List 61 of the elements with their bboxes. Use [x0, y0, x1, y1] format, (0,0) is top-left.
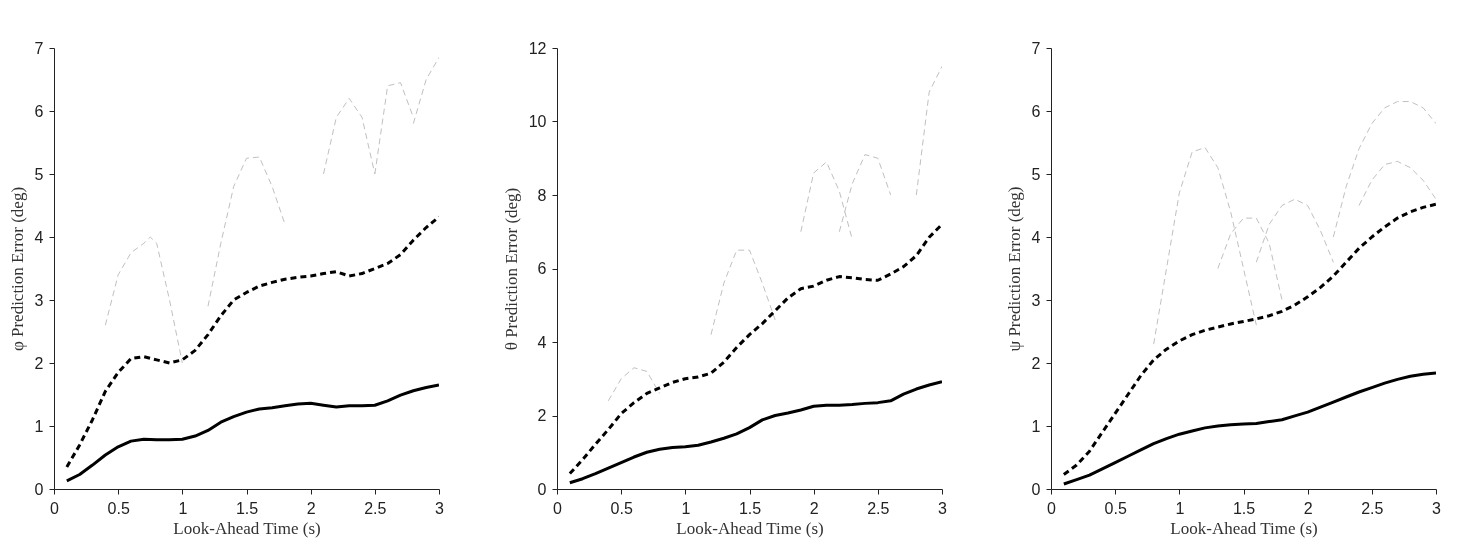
x-tick-label: 1 — [681, 499, 691, 517]
x-tick-label: 1.5 — [738, 499, 762, 517]
x-tick-label: 1 — [1175, 499, 1185, 517]
line-series — [207, 156, 286, 307]
y-tick-label: 3 — [34, 291, 44, 309]
x-tick-label: 0.5 — [1104, 499, 1127, 517]
y-tick-label: 1 — [1031, 417, 1041, 435]
y-axis-title: φ Prediction Error (deg) — [7, 186, 27, 352]
line-series — [568, 380, 942, 485]
x-tick-label: 1.5 — [235, 499, 259, 517]
line-series — [607, 367, 661, 402]
x-tick-label: 1.5 — [1232, 499, 1256, 517]
x-tick-label: 0 — [553, 499, 563, 517]
y-tick-label: 4 — [34, 228, 44, 246]
y-axis-title: ψ Prediction Error (deg) — [1004, 186, 1024, 352]
y-tick-label: 4 — [537, 333, 547, 351]
y-tick-label: 6 — [1031, 102, 1041, 120]
y-tick-label: 2 — [537, 407, 547, 424]
x-tick-label: 2 — [1303, 499, 1313, 517]
x-tick-label: 2 — [809, 499, 819, 517]
y-tick-label: 0 — [537, 480, 547, 498]
x-tick-label: 3 — [1432, 499, 1442, 517]
y-tick-label: 3 — [1031, 291, 1041, 309]
y-tick-label: 5 — [34, 165, 44, 183]
line-series — [65, 383, 439, 483]
x-axis-title: Look-Ahead Time (s) — [676, 518, 824, 538]
line-series — [710, 249, 776, 336]
line-series — [1062, 202, 1436, 477]
y-tick-label: 6 — [34, 102, 44, 120]
y-tick-label: 7 — [1031, 39, 1041, 57]
line-series — [1358, 160, 1436, 206]
x-tick-label: 0.5 — [610, 499, 633, 517]
line-series — [1062, 371, 1436, 486]
y-tick-label: 5 — [1031, 165, 1041, 183]
x-tick-label: 2.5 — [1361, 499, 1384, 517]
y-tick-label: 12 — [528, 39, 547, 57]
x-tick-label: 1 — [178, 499, 188, 517]
x-tick-label: 0.5 — [107, 499, 130, 517]
line-series — [1332, 101, 1436, 238]
x-axis-title: Look-Ahead Time (s) — [1170, 518, 1318, 538]
y-tick-label: 0 — [1031, 480, 1041, 498]
x-tick-label: 2.5 — [364, 499, 387, 517]
line-series — [104, 236, 183, 364]
y-tick-label: 4 — [1031, 228, 1041, 246]
x-tick-label: 2.5 — [867, 499, 890, 517]
y-tick-label: 10 — [528, 113, 547, 130]
x-axis-title: Look-Ahead Time (s) — [173, 518, 321, 538]
y-tick-label: 7 — [34, 39, 44, 57]
y-axis-title: θ Prediction Error (deg) — [501, 187, 521, 351]
y-tick-label: 1 — [34, 417, 44, 435]
y-tick-label: 6 — [537, 260, 547, 277]
line-series — [65, 215, 439, 469]
x-tick-label: 0 — [1047, 499, 1057, 517]
y-tick-label: 0 — [34, 480, 44, 498]
y-tick-label: 2 — [34, 354, 44, 372]
y-tick-label: 8 — [537, 186, 547, 204]
x-tick-label: 3 — [938, 499, 948, 517]
x-tick-label: 0 — [50, 499, 60, 517]
x-tick-label: 3 — [435, 499, 445, 517]
y-tick-label: 2 — [1031, 354, 1041, 372]
x-tick-label: 2 — [306, 499, 316, 517]
